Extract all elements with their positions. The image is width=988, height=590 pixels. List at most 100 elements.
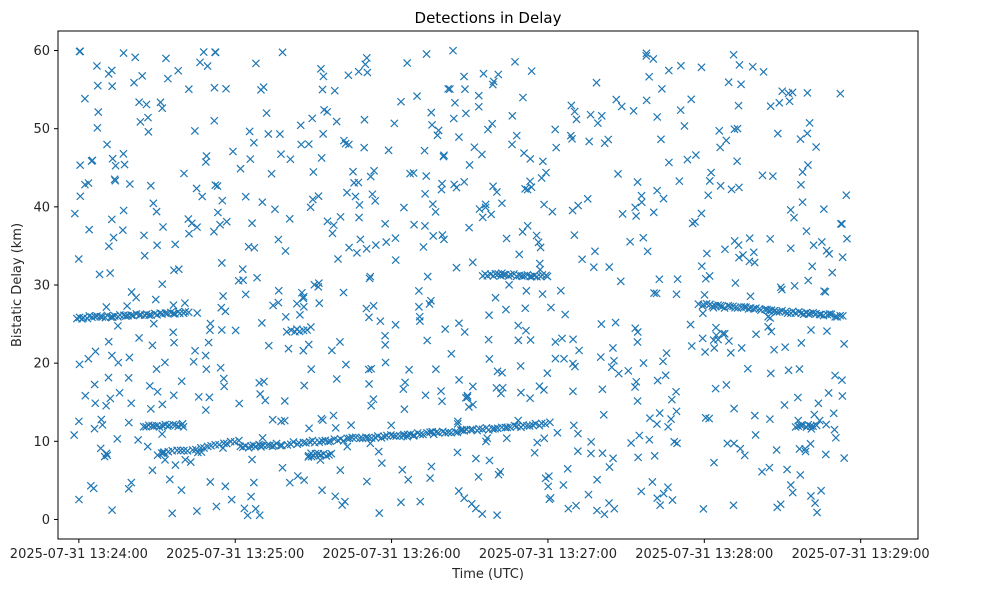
data-point: [297, 288, 306, 297]
data-point: [465, 160, 474, 169]
data-point: [292, 325, 301, 334]
data-point: [672, 439, 682, 448]
data-point: [643, 247, 652, 256]
data-point: [123, 301, 132, 311]
data-point: [468, 258, 477, 267]
data-point: [410, 220, 419, 229]
data-point: [259, 377, 268, 386]
data-point: [102, 303, 111, 312]
data-point: [490, 424, 500, 433]
data-point: [146, 181, 155, 190]
data-point: [299, 438, 308, 447]
data-point: [827, 310, 836, 319]
data-point: [241, 192, 250, 201]
data-point: [775, 98, 784, 107]
data-point: [238, 265, 247, 274]
data-point: [705, 414, 714, 423]
data-point: [810, 410, 819, 419]
data-point: [173, 446, 182, 455]
data-point: [120, 160, 129, 169]
data-point: [688, 219, 697, 228]
data-point: [470, 143, 479, 152]
data-point: [510, 421, 519, 430]
data-point: [211, 181, 220, 190]
data-point: [659, 489, 668, 498]
data-point: [205, 326, 214, 335]
data-point: [471, 454, 480, 463]
data-point: [558, 334, 567, 343]
data-point: [274, 298, 283, 307]
data-point: [632, 377, 641, 386]
data-point: [369, 301, 378, 310]
data-point: [803, 129, 812, 138]
data-point: [454, 133, 463, 142]
data-point: [600, 510, 609, 519]
data-point: [178, 419, 187, 428]
data-point: [485, 311, 494, 320]
data-point: [401, 378, 410, 387]
data-point: [585, 137, 594, 146]
data-point: [801, 444, 810, 453]
data-point: [74, 495, 83, 504]
data-point: [299, 292, 308, 301]
data-point: [102, 401, 111, 410]
data-point: [701, 347, 710, 357]
data-point: [806, 491, 815, 500]
data-point: [533, 438, 542, 447]
data-point: [127, 311, 136, 320]
data-point: [590, 247, 599, 256]
data-point: [733, 157, 742, 166]
data-point: [784, 366, 793, 375]
data-point: [136, 117, 145, 126]
data-point: [637, 191, 646, 200]
data-point: [171, 240, 180, 249]
data-point: [425, 299, 434, 308]
data-point: [315, 299, 324, 308]
data-point: [416, 430, 425, 439]
data-point: [842, 191, 851, 200]
data-point: [540, 200, 549, 209]
data-point: [465, 223, 474, 232]
data-point: [680, 121, 689, 131]
data-point: [264, 341, 273, 350]
data-point: [145, 311, 154, 320]
data-point: [605, 263, 614, 272]
data-point: [819, 205, 828, 214]
data-point: [551, 337, 560, 346]
data-point: [169, 309, 178, 318]
data-point: [316, 456, 325, 465]
data-point: [364, 365, 373, 374]
data-point: [218, 196, 227, 205]
data-point: [813, 508, 822, 517]
data-point: [391, 320, 400, 329]
data-point: [206, 319, 215, 328]
data-point: [709, 336, 718, 345]
data-point: [737, 343, 746, 352]
data-point: [84, 179, 93, 188]
data-point: [512, 131, 521, 140]
data-point: [545, 418, 554, 427]
data-point: [415, 312, 424, 321]
data-point: [745, 234, 754, 243]
data-point: [261, 396, 270, 405]
data-point: [319, 72, 328, 81]
data-point: [296, 121, 305, 130]
data-point: [537, 173, 546, 183]
data-point: [697, 209, 706, 218]
data-point: [454, 319, 463, 328]
data-point: [268, 442, 277, 451]
data-point: [142, 100, 151, 109]
data-point: [413, 428, 422, 438]
data-point: [161, 54, 170, 63]
data-point: [416, 497, 425, 506]
data-point: [609, 454, 618, 463]
data-point: [324, 437, 333, 446]
data-point: [341, 139, 350, 148]
data-point: [169, 391, 178, 400]
data-point: [299, 302, 308, 311]
data-point: [314, 192, 323, 201]
data-point: [734, 183, 743, 192]
data-point: [730, 404, 739, 413]
data-point: [527, 67, 536, 76]
data-point: [403, 59, 412, 68]
